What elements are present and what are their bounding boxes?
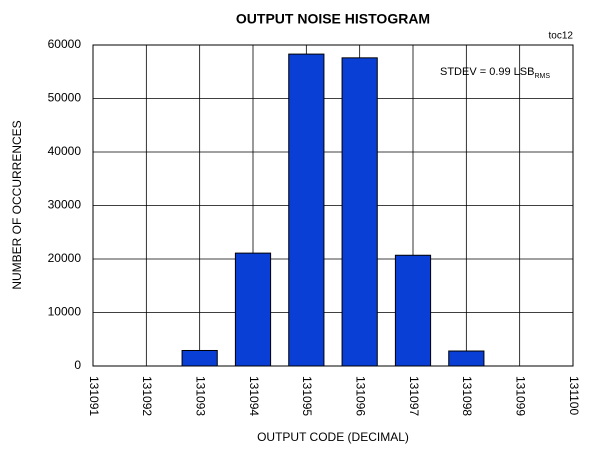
bar — [234, 252, 272, 367]
x-tick-label: 131098 — [460, 376, 474, 416]
x-tick-label: 131100 — [567, 376, 581, 415]
x-tick-label: 131099 — [513, 376, 527, 416]
x-axis-label: OUTPUT CODE (DECIMAL) — [257, 430, 409, 444]
bar — [394, 254, 432, 367]
y-tick-label: 10000 — [48, 305, 82, 319]
x-tick-label: 131094 — [247, 376, 261, 416]
x-tick-label: 131093 — [193, 376, 207, 416]
x-tick-label: 131092 — [140, 376, 154, 416]
y-axis-label: NUMBER OF OCCURRENCES — [10, 120, 24, 289]
y-tick-label: 40000 — [48, 144, 82, 158]
x-tick-label: 131095 — [300, 376, 314, 416]
x-tick-label: 131096 — [353, 376, 367, 416]
bar — [181, 349, 218, 367]
annotation: STDEV = 0.99 LSBRMS — [440, 66, 550, 80]
y-tick-label: 20000 — [48, 251, 82, 265]
plot-frame — [92, 44, 574, 367]
y-tick-label: 0 — [74, 358, 81, 372]
corner-label: toc12 — [549, 31, 574, 42]
chart-title: OUTPUT NOISE HISTOGRAM — [236, 11, 430, 27]
x-tick-label: 131097 — [407, 376, 421, 416]
bar — [448, 350, 485, 367]
bar — [288, 53, 325, 367]
annotation-subscript: RMS — [534, 73, 550, 80]
x-tick-label: 131091 — [87, 376, 101, 416]
y-tick-label: 30000 — [48, 198, 82, 212]
annotation-text: STDEV = 0.99 LSB — [440, 66, 534, 78]
y-tick-label: 50000 — [48, 91, 82, 105]
bar — [341, 57, 378, 367]
y-tick-label: 60000 — [48, 37, 82, 51]
